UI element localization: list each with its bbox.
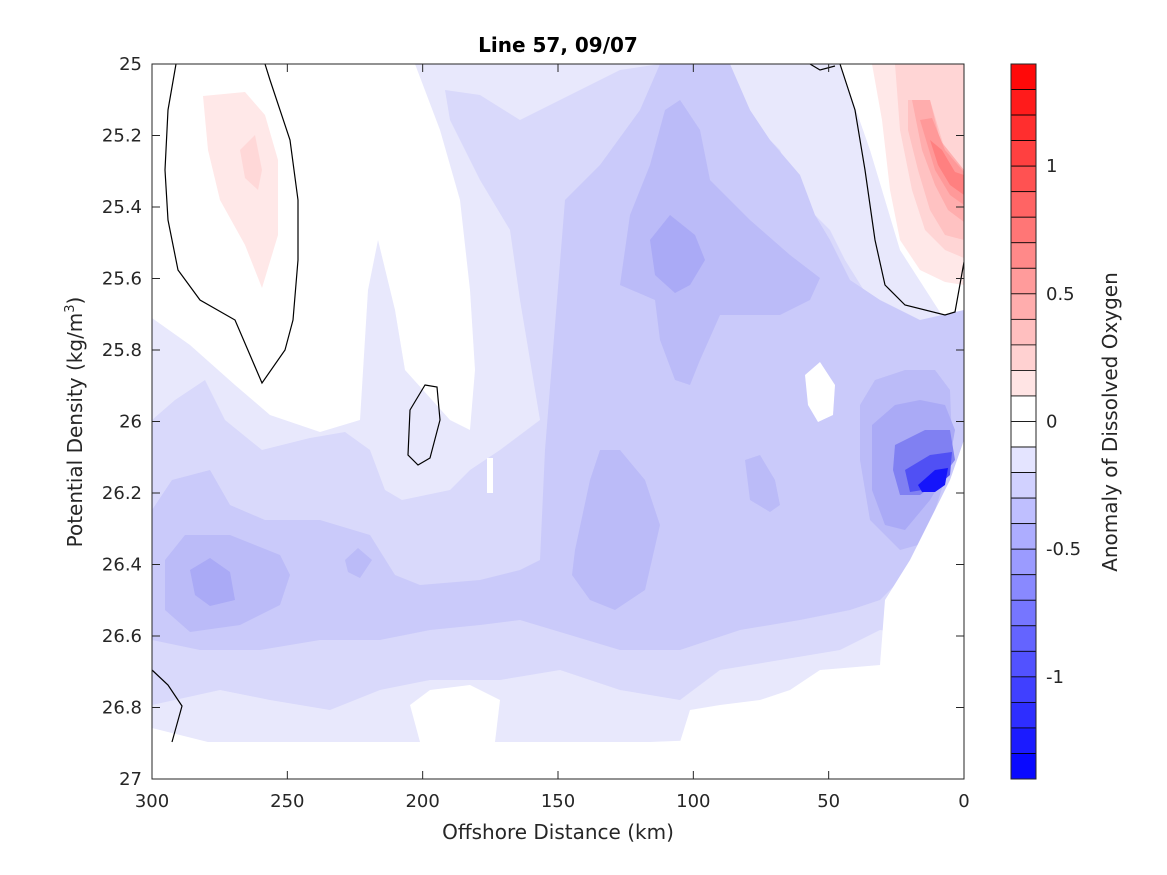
plot-area bbox=[151, 63, 965, 780]
y-axis-label-superscript: 3 bbox=[63, 304, 78, 312]
colorbar-segment bbox=[1010, 370, 1037, 397]
contour-fill-minus-1.2 bbox=[918, 468, 948, 492]
colorbar-segment bbox=[1010, 114, 1037, 142]
contour-fill-zero bbox=[487, 458, 493, 493]
colorbar-segment bbox=[1010, 650, 1037, 678]
x-tick-label: 200 bbox=[405, 791, 439, 812]
contour-fill-minus-0.4 bbox=[620, 100, 820, 385]
x-tick-label: 50 bbox=[817, 791, 840, 812]
contour-fill-zero bbox=[410, 685, 500, 742]
x-tick-label: 300 bbox=[135, 791, 169, 812]
colorbar-tick-label: 0 bbox=[1046, 412, 1057, 433]
zero-contour-line bbox=[152, 669, 183, 743]
contour-fill-zero bbox=[805, 362, 835, 422]
zero-contour-line bbox=[164, 64, 299, 385]
y-tick-label: 25 bbox=[119, 54, 142, 75]
colorbar-segment bbox=[1010, 267, 1037, 295]
zero-contour-line bbox=[407, 384, 441, 466]
contour-fill-minus-0.5 bbox=[190, 558, 235, 606]
colorbar-segment bbox=[1010, 574, 1037, 601]
contour-fill-plus-0.6 bbox=[930, 140, 964, 195]
colorbar-tick-label: 0.5 bbox=[1046, 284, 1075, 305]
colorbar-segment bbox=[1010, 446, 1037, 473]
contour-fill-minus-0.4 bbox=[745, 455, 780, 512]
colorbar-label: Anomaly of Dissolved Oxygen bbox=[1098, 272, 1122, 572]
colorbar-tick-label: -1 bbox=[1046, 667, 1064, 688]
contour-fill-minus-0.4 bbox=[345, 548, 372, 578]
colorbar-tick-label: -0.5 bbox=[1046, 539, 1081, 560]
contour-fill-plus-0.1 bbox=[203, 92, 278, 288]
y-tick-label: 26.6 bbox=[102, 626, 142, 647]
colorbar-segment bbox=[1010, 472, 1037, 499]
colorbar-segment bbox=[1010, 421, 1037, 448]
no-data-region bbox=[152, 742, 964, 779]
y-axis-label-close: ) bbox=[63, 297, 87, 305]
colorbar-segment bbox=[1010, 625, 1037, 652]
colorbar-frame bbox=[1010, 63, 1037, 780]
colorbar-segment bbox=[1010, 753, 1037, 780]
y-tick-label: 26.2 bbox=[102, 483, 142, 504]
contour-fill-minus-0.4 bbox=[572, 450, 660, 610]
x-axis: 300 250 200 150 100 50 0 bbox=[135, 64, 970, 812]
y-axis-label: Potential Density (kg/m3) bbox=[63, 297, 87, 548]
y-tick-label: 25.8 bbox=[102, 340, 142, 361]
colorbar-segment bbox=[1010, 395, 1037, 422]
y-tick-label: 25.4 bbox=[102, 197, 142, 218]
chart-title: Line 57, 09/07 bbox=[478, 33, 638, 57]
colorbar-segment bbox=[1010, 293, 1037, 320]
x-tick-label: 150 bbox=[541, 791, 575, 812]
colorbar-tick-label: 1 bbox=[1046, 156, 1057, 177]
x-tick-label: 0 bbox=[958, 791, 969, 812]
colorbar-segment bbox=[1010, 242, 1037, 269]
contour-fill-plus-0.2 bbox=[240, 135, 262, 190]
colorbar-segment bbox=[1010, 165, 1037, 193]
colorbar-segment bbox=[1010, 727, 1037, 754]
colorbar-segment bbox=[1010, 140, 1037, 167]
zero-contour-line bbox=[839, 64, 964, 316]
y-tick-label: 26 bbox=[119, 412, 142, 433]
colorbar-segment bbox=[1010, 89, 1037, 116]
colorbar: 1 0.5 0 -0.5 -1 bbox=[1010, 63, 1081, 780]
colorbar-segment bbox=[1010, 523, 1037, 550]
colorbar-segment bbox=[1010, 63, 1037, 90]
colorbar-segment bbox=[1010, 701, 1037, 729]
y-tick-label: 26.8 bbox=[102, 698, 142, 719]
colorbar-segment bbox=[1010, 548, 1037, 576]
colorbar-segment bbox=[1010, 216, 1037, 244]
colorbar-segment bbox=[1010, 318, 1037, 346]
x-tick-label: 250 bbox=[270, 791, 304, 812]
x-tick-label: 100 bbox=[676, 791, 710, 812]
y-axis: 25 25.2 25.4 25.6 25.8 26 26.2 26.4 26.6 26.8 27 bbox=[102, 54, 964, 790]
y-tick-label: 25.2 bbox=[102, 126, 142, 147]
y-axis-label-main: Potential Density (kg/m bbox=[63, 313, 87, 548]
y-tick-label: 25.6 bbox=[102, 269, 142, 290]
colorbar-segment bbox=[1010, 599, 1037, 627]
colorbar-segment bbox=[1010, 497, 1037, 525]
y-tick-label: 26.4 bbox=[102, 555, 142, 576]
contour-fill-minus-0.5 bbox=[650, 215, 705, 293]
zero-contour-line bbox=[809, 64, 836, 71]
colorbar-segment bbox=[1010, 676, 1037, 703]
y-tick-label: 27 bbox=[119, 769, 142, 790]
no-data-region bbox=[680, 440, 964, 742]
colorbar-segment bbox=[1010, 191, 1037, 218]
x-axis-label: Offshore Distance (km) bbox=[442, 820, 674, 844]
colorbar-segment bbox=[1010, 344, 1037, 371]
